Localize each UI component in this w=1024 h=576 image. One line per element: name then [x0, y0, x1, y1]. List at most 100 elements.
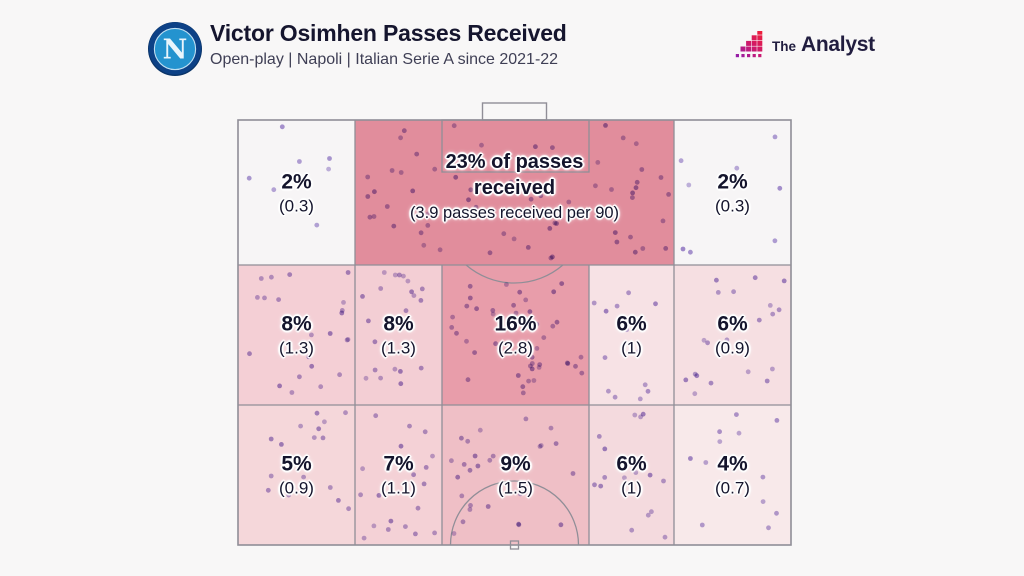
pass-dot: [764, 378, 770, 384]
analyst-bars-icon: [735, 30, 763, 57]
pass-dot: [603, 123, 608, 128]
pass-dot: [661, 478, 666, 484]
pass-dot: [686, 182, 692, 188]
pass-dot: [550, 323, 556, 329]
pass-dot: [467, 283, 473, 289]
brand-analyst: Analyst: [801, 33, 875, 56]
pass-dot: [464, 303, 470, 309]
pass-dot: [268, 473, 274, 479]
napoli-crest-logo: N: [148, 22, 202, 76]
pass-dot: [279, 124, 285, 130]
pass-dot: [636, 348, 642, 354]
pass-dot: [485, 504, 491, 509]
pass-dot: [322, 419, 327, 425]
pass-dot: [596, 434, 602, 439]
pass-dot: [453, 174, 459, 180]
pass-dot: [459, 435, 464, 441]
pass-dot: [388, 518, 394, 524]
pass-dot: [520, 384, 526, 390]
pass-dot: [298, 423, 303, 429]
pass-dot: [633, 470, 639, 475]
pass-dot: [528, 363, 533, 369]
pass-dot: [642, 382, 648, 388]
pass-dot: [437, 247, 443, 253]
pass-dot: [533, 144, 538, 150]
crest-letter: N: [163, 35, 188, 66]
pass-dot: [461, 462, 467, 467]
pass-dot: [425, 223, 431, 228]
pass-dot: [297, 374, 302, 380]
pass-dot: [496, 346, 502, 352]
pass-dot: [772, 134, 778, 140]
pass-dot: [708, 380, 714, 386]
pass-dot: [279, 442, 284, 447]
pass-dot: [501, 231, 507, 237]
pass-dot: [513, 310, 519, 316]
pass-dot: [523, 416, 529, 422]
pass-dot: [326, 166, 331, 172]
pass-dot: [336, 498, 341, 503]
pass-dot: [678, 158, 684, 164]
the-analyst-logo: The Analyst: [733, 29, 875, 61]
pass-dot: [745, 369, 751, 375]
pass-dot: [511, 316, 517, 322]
pass-dot: [552, 220, 558, 226]
pass-dot: [468, 503, 473, 508]
pass-dot: [391, 223, 397, 229]
pass-dot: [341, 300, 346, 305]
pass-dot: [378, 286, 384, 291]
pass-dot: [529, 354, 535, 360]
pass-dot: [472, 453, 478, 459]
pass-dot: [473, 204, 479, 210]
pass-dot: [309, 332, 314, 338]
pass-dot: [645, 512, 651, 518]
pass-dot: [770, 366, 775, 372]
pass-dot: [376, 493, 382, 498]
pass-dot: [638, 414, 643, 420]
zone-fill-top-wide-left: [238, 120, 355, 265]
pass-dot: [634, 179, 640, 185]
pass-dot: [397, 272, 402, 278]
pass-dot: [526, 378, 531, 384]
pass-dot: [475, 463, 481, 469]
pass-dot: [731, 289, 736, 295]
pass-dot: [258, 276, 264, 281]
pass-dot: [774, 510, 779, 516]
pass-dot: [462, 156, 468, 162]
pass-dot: [500, 162, 505, 167]
bars-squares: [735, 30, 763, 57]
pass-dot: [345, 270, 351, 275]
pass-dot: [466, 197, 471, 203]
pass-dot: [366, 318, 371, 324]
pass-dot: [372, 367, 378, 373]
pass-dot: [534, 321, 540, 327]
pass-dot: [432, 530, 437, 536]
pass-dot: [630, 317, 635, 323]
pass-dot: [398, 381, 404, 387]
pass-dot: [361, 535, 367, 541]
pass-dot: [516, 522, 522, 528]
pass-dot: [474, 306, 479, 312]
pass-dot: [566, 199, 572, 205]
header: N Victor Osimhen Passes Received Open-pl…: [0, 0, 1024, 90]
pass-dot: [620, 135, 626, 141]
pass-dot: [301, 474, 306, 480]
pass-dot: [389, 168, 395, 173]
pitch-markings: [237, 102, 792, 550]
pass-dot: [777, 185, 783, 191]
pass-dot: [423, 465, 429, 470]
center-circle: [449, 480, 580, 546]
pass-dot: [515, 373, 521, 378]
pass-dot: [465, 438, 471, 444]
pass-dot: [660, 218, 666, 224]
pass-dot: [760, 474, 766, 480]
pass-dot: [418, 230, 424, 236]
pass-dot: [554, 319, 560, 325]
pass-dot: [511, 302, 516, 308]
pass-dot: [301, 345, 307, 351]
pass-dot: [344, 337, 350, 343]
pass-dot: [451, 123, 457, 129]
pass-dot: [297, 159, 302, 164]
pass-dot: [398, 369, 403, 374]
pass-dot: [559, 281, 565, 286]
